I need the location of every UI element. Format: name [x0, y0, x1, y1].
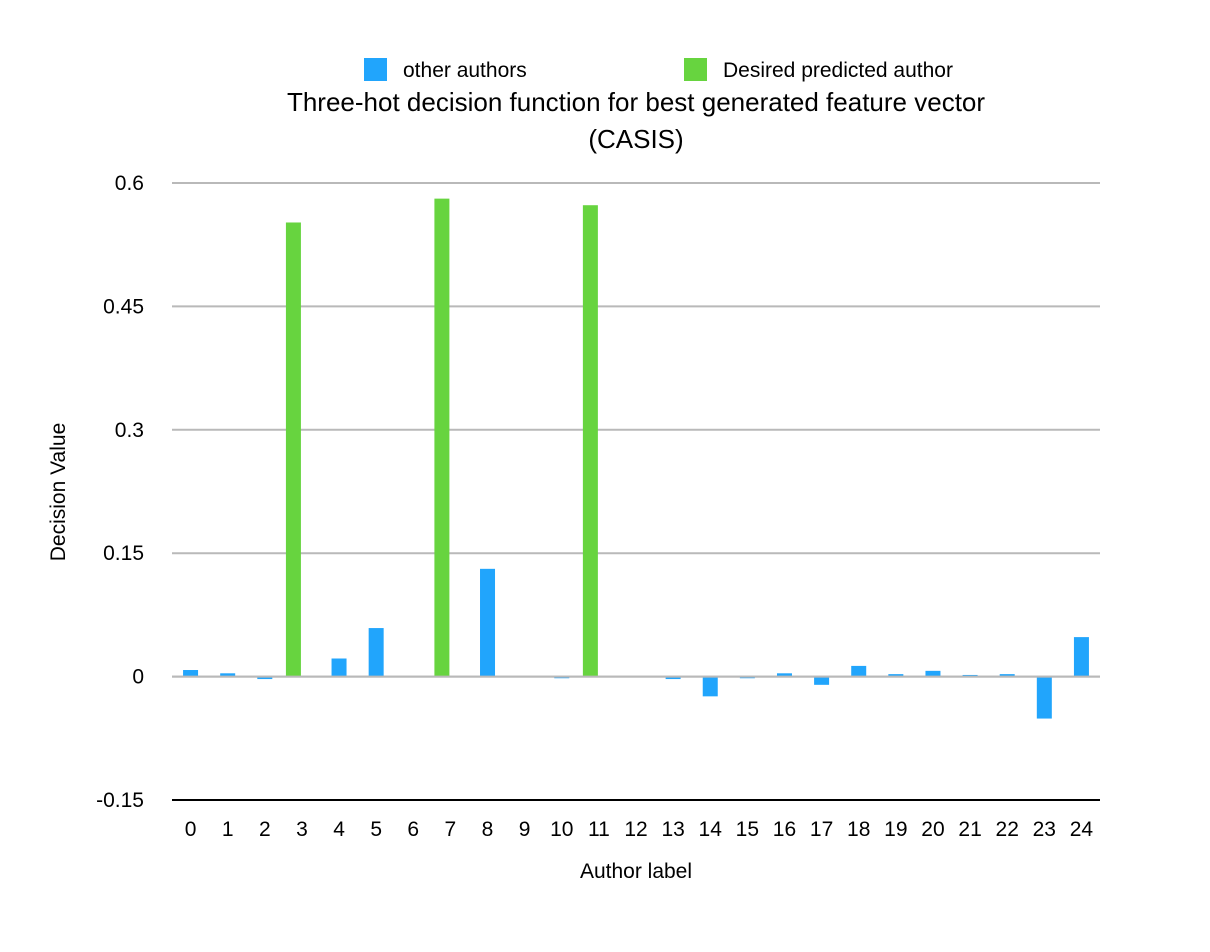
bar-other-1: [220, 673, 236, 677]
bar-desired-7: [434, 198, 450, 677]
gridlines: [172, 182, 1100, 678]
legend-swatch-desired-predicted-author: [684, 58, 707, 81]
x-tick-label: 4: [333, 818, 345, 841]
bar-other-13: [665, 676, 681, 680]
x-tick-label: 7: [445, 818, 457, 841]
bar-desired-3: [285, 222, 301, 677]
x-tick-label: 15: [736, 818, 759, 841]
x-tick-label: 23: [1033, 818, 1056, 841]
x-tick-label: 5: [370, 818, 382, 841]
x-tick-label: 20: [921, 818, 944, 841]
x-tick-label: 10: [550, 818, 573, 841]
bar-other-2: [257, 676, 273, 680]
x-tick-label: 17: [810, 818, 833, 841]
bar-other-22: [999, 674, 1015, 677]
bar-other-19: [888, 674, 904, 677]
x-axis-title: Author label: [580, 860, 692, 883]
x-tick-label: 6: [407, 818, 419, 841]
legend-label-other-authors: other authors: [403, 59, 527, 82]
bar-other-18: [851, 665, 867, 677]
x-tick-label: 22: [996, 818, 1019, 841]
bar-other-0: [183, 670, 199, 677]
bar-other-4: [331, 658, 347, 677]
bar-other-5: [368, 628, 384, 677]
chart-title-line1: Three-hot decision function for best gen…: [287, 87, 985, 117]
bar-other-24: [1073, 637, 1089, 677]
bar-other-23: [1036, 676, 1052, 719]
bar-other-17: [814, 676, 830, 685]
x-tick-label: 13: [661, 818, 684, 841]
bar-other-14: [702, 676, 718, 697]
x-tick-label: 18: [847, 818, 870, 841]
y-tick-label: 0.45: [103, 295, 144, 318]
bars: [172, 198, 1100, 719]
x-tick-label: 24: [1070, 818, 1094, 841]
x-tick-label: 11: [588, 818, 610, 841]
y-tick-label: 0.3: [115, 419, 144, 442]
x-tick-label: 21: [958, 818, 981, 841]
x-tick-label: 19: [884, 818, 907, 841]
legend-swatch-other-authors: [364, 58, 387, 81]
bar-other-16: [776, 673, 792, 677]
x-tick-label: 9: [519, 818, 531, 841]
legend: other authors Desired predicted author: [364, 58, 953, 82]
y-tick-label: -0.15: [96, 789, 144, 812]
x-tick-label: 16: [773, 818, 796, 841]
x-tick-label: 12: [624, 818, 647, 841]
y-tick-label: 0.15: [103, 542, 144, 565]
x-axis-ticks: 0 1 2 3 4 5 6 7 8 9 10 11 12 13 14 15 16 17 18 19 20 21 22 23 24: [185, 818, 1094, 841]
x-tick-label: 8: [482, 818, 494, 841]
legend-label-desired-predicted-author: Desired predicted author: [723, 59, 953, 82]
x-tick-label: 14: [699, 818, 723, 841]
chart-title-line2: (CASIS): [588, 124, 683, 154]
y-tick-label: 0.6: [115, 172, 144, 195]
x-tick-label: 1: [222, 818, 234, 841]
x-tick-label: 3: [296, 818, 308, 841]
y-axis-ticks: 0.6 0.45 0.3 0.15 0 -0.15: [96, 172, 144, 812]
bar-other-8: [480, 568, 496, 677]
chart-title: Three-hot decision function for best gen…: [287, 87, 985, 154]
y-tick-label: 0: [132, 666, 144, 689]
bar-other-20: [925, 670, 941, 677]
y-axis-title: Decision Value: [47, 423, 70, 562]
x-tick-label: 0: [185, 818, 197, 841]
x-tick-label: 2: [259, 818, 271, 841]
bar-desired-11: [582, 205, 598, 677]
